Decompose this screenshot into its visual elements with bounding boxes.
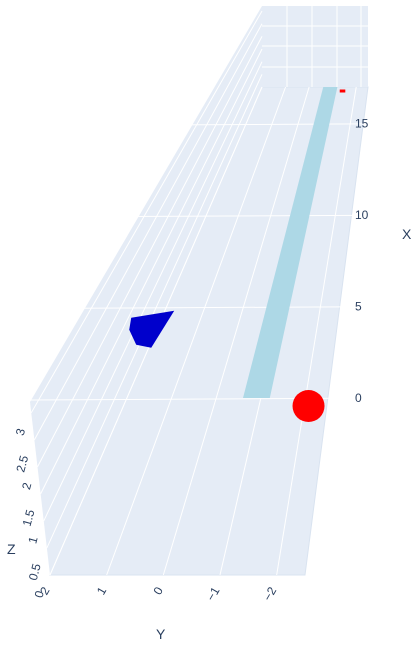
z-tick-label: 0.5: [26, 562, 44, 582]
z-tick-label: 1.5: [20, 508, 38, 528]
sphere-marker[interactable]: [292, 390, 325, 422]
y-tick-label: 1: [94, 584, 110, 597]
x-axis-title: X: [402, 226, 412, 242]
z-gridline: [30, 10, 263, 414]
z-gridline: [43, 61, 263, 522]
plane-surface[interactable]: [243, 87, 338, 398]
z-axis-title: Z: [7, 541, 16, 557]
x-tick-label: 15: [355, 117, 369, 131]
scene-objects: [129, 87, 346, 422]
x-gridline: [29, 123, 417, 127]
z-gridline: [37, 36, 263, 468]
y-gridline: [162, 86, 310, 576]
z-tick-label: 0: [32, 589, 47, 599]
z-tick-label: 3: [13, 427, 28, 437]
z-tick-label: 2.5: [13, 454, 31, 474]
x-gridline: [29, 397, 388, 401]
z-gridline: [40, 48, 263, 495]
y-gridline: [276, 86, 357, 576]
cone-marker[interactable]: [129, 310, 175, 348]
x-tick-label: 0: [355, 391, 362, 405]
z-tick-label: 2: [19, 481, 34, 491]
z-gridline: [33, 23, 263, 441]
x-tick-label: 5: [355, 300, 362, 314]
x-gridline: [29, 214, 412, 218]
z-tick-label: 1: [25, 535, 40, 545]
y-tick-label: −2: [260, 584, 279, 603]
z-gridline: [46, 74, 263, 549]
y-gridline: [106, 86, 287, 576]
y-tick-label: −1: [204, 584, 223, 603]
x-tick-label: 10: [355, 208, 369, 222]
y-tick-label: 0: [150, 584, 166, 597]
y-axis-title: Y: [156, 626, 166, 642]
